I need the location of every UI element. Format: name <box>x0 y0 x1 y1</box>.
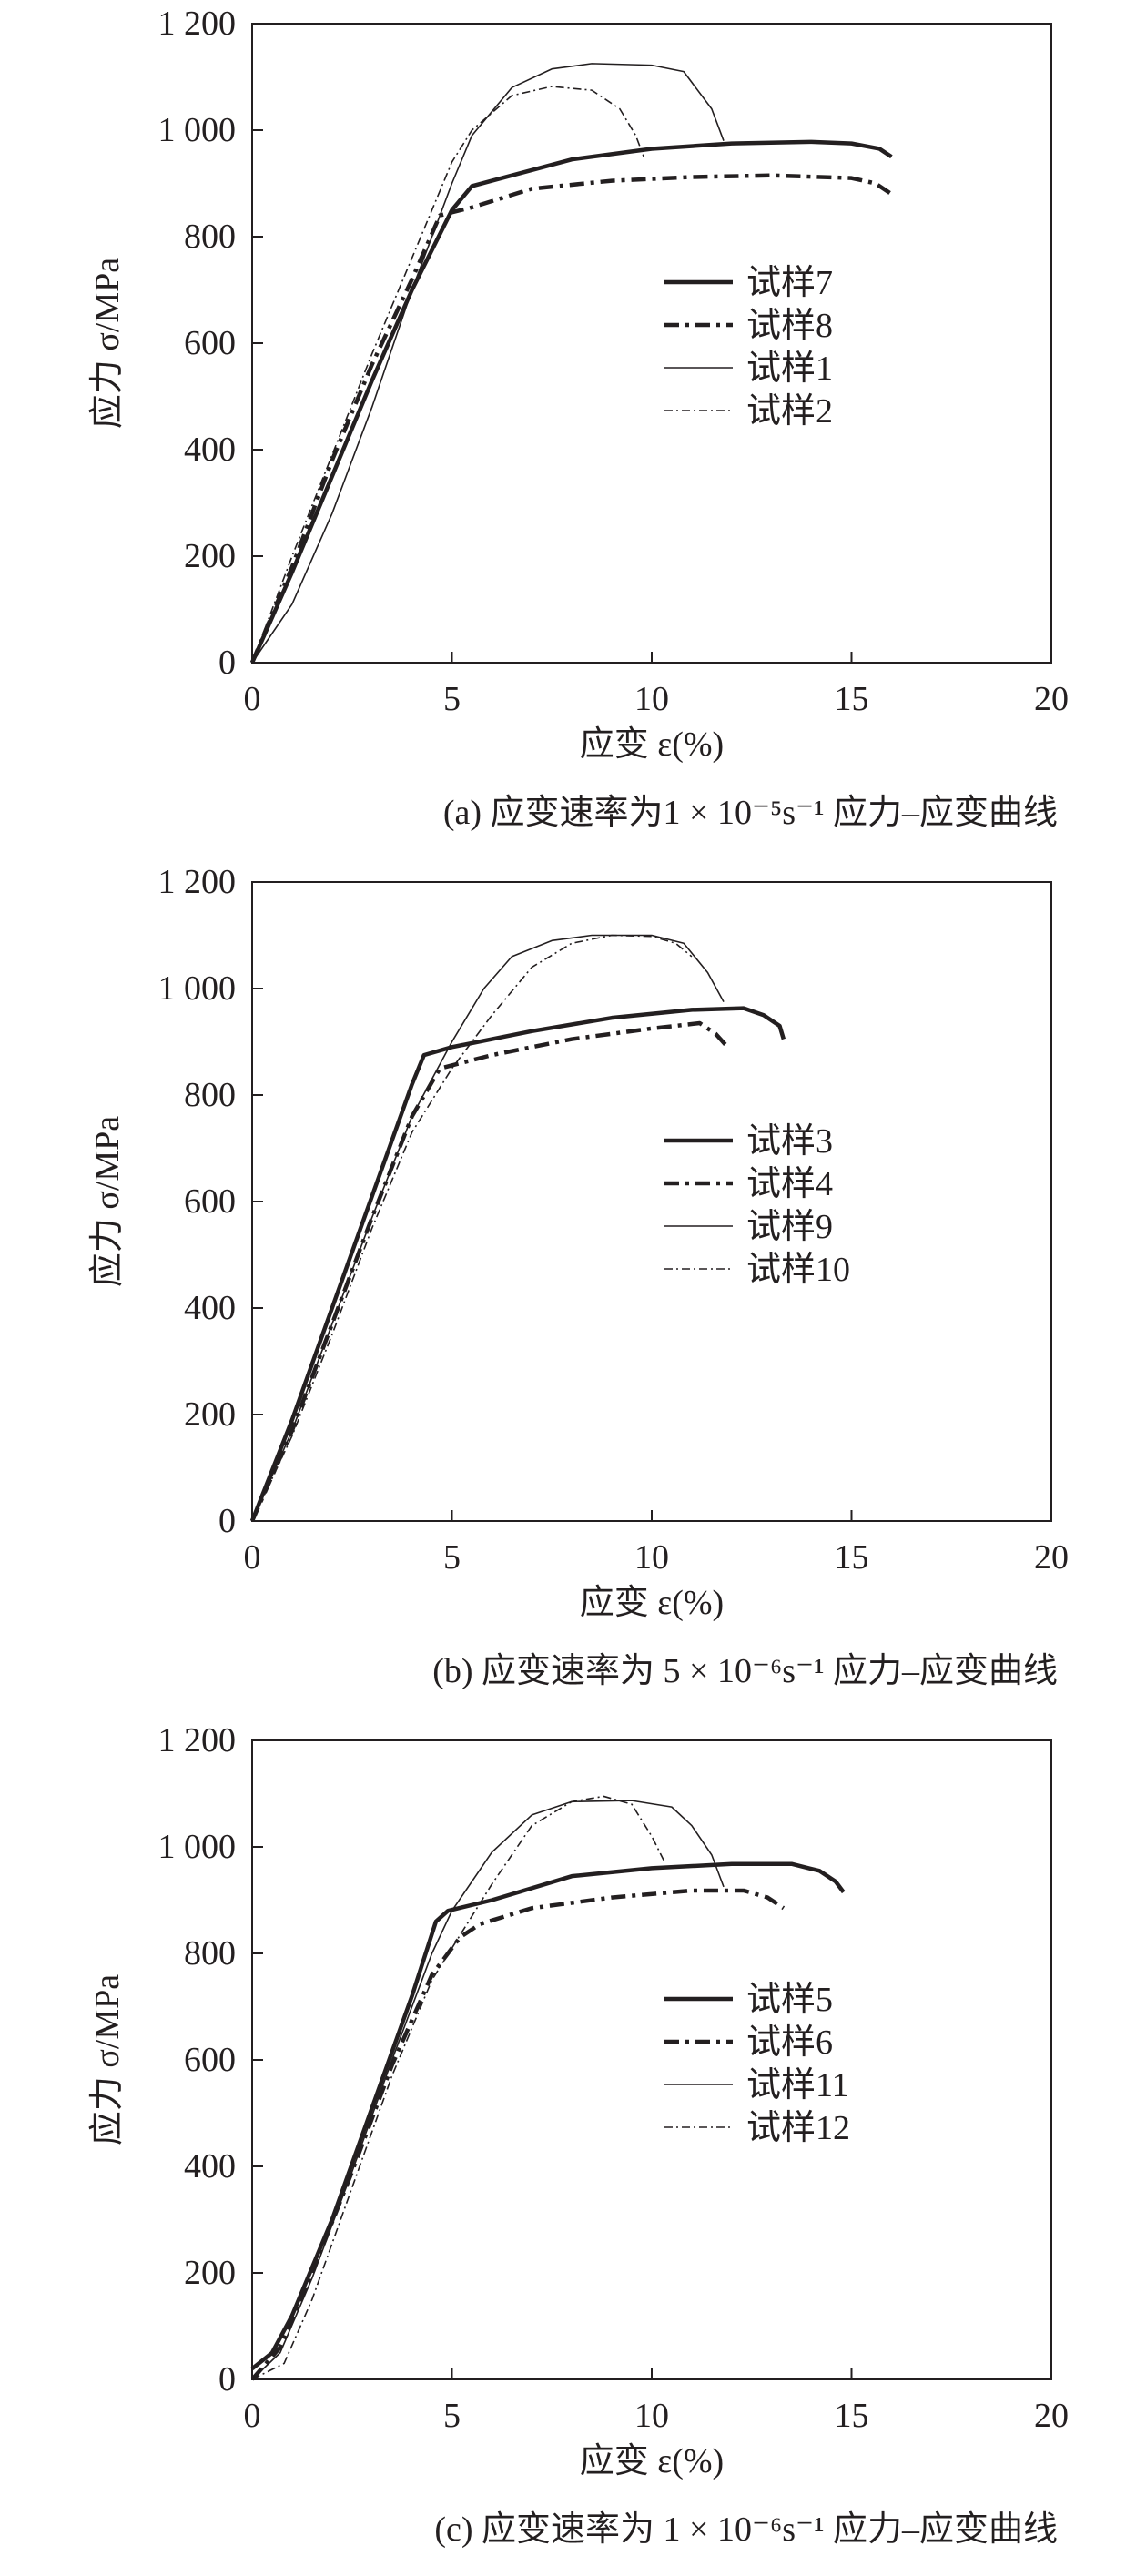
series-line-试样8 <box>249 173 893 664</box>
legend-label: 试样5 <box>746 1981 833 2019</box>
series-line-试样2 <box>251 86 644 664</box>
y-tick-label: 0 <box>218 2360 236 2399</box>
panel-c: 0 5 10 15 20 0 200 400 600 800 1 000 1 200 应变 ε(%) 应力… <box>0 1717 1146 2575</box>
y-tick-label: 800 <box>184 1934 236 1973</box>
y-tick-label: 400 <box>184 2147 236 2186</box>
legend-label: 试样4 <box>746 1165 833 1203</box>
x-tick-label: 10 <box>634 680 669 718</box>
x-tick-label: 15 <box>835 2397 869 2435</box>
series-line-试样12 <box>251 1795 664 2380</box>
x-tick-label: 5 <box>443 1538 461 1577</box>
y-tick-label: 1 200 <box>158 1721 237 1760</box>
series-line-试样11 <box>251 1800 725 2380</box>
figure-caption: (b) 应变速率为 5 × 10⁻⁶s⁻¹ 应力–应变曲线 <box>432 1652 1058 1690</box>
panel-b: 0 5 10 15 20 0 200 400 600 800 1 000 1 200 应变 ε(%) 应力… <box>0 858 1146 1717</box>
y-tick-label: 200 <box>184 2254 236 2292</box>
x-axis-label: 应变 ε(%) <box>580 1584 724 1622</box>
y-tick-label: 800 <box>184 1076 236 1114</box>
y-tick-label: 1 200 <box>158 863 237 901</box>
legend-label: 试样1 <box>746 350 833 388</box>
y-tick-label: 200 <box>184 537 236 575</box>
y-tick-label: 0 <box>218 1502 236 1540</box>
y-tick-label: 1 000 <box>158 969 237 1008</box>
x-tick-label: 20 <box>1034 2397 1069 2435</box>
series-line-试样3 <box>249 1006 786 1522</box>
legend-label: 试样12 <box>746 2109 850 2147</box>
x-tick-label: 5 <box>443 2397 461 2435</box>
series-line-试样10 <box>251 934 693 1522</box>
x-tick-label: 0 <box>244 1538 261 1577</box>
plot-frame <box>251 23 1052 664</box>
x-tick-label: 10 <box>634 1538 669 1577</box>
x-axis-label: 应变 ε(%) <box>580 2442 724 2480</box>
y-tick-label: 400 <box>184 1289 236 1327</box>
x-tick-label: 0 <box>244 2397 261 2435</box>
series-line-试样6 <box>250 1888 786 2381</box>
x-tick-label: 20 <box>1034 680 1069 718</box>
y-tick-label: 800 <box>184 218 236 256</box>
y-tick-label: 600 <box>184 1182 236 1221</box>
y-tick-label: 600 <box>184 2041 236 2079</box>
series-line-试样4 <box>249 1020 730 1522</box>
series-line-试样9 <box>251 934 725 1522</box>
y-tick-label: 200 <box>184 1395 236 1434</box>
panel-a: 0 5 10 15 20 0 200 400 600 800 1 000 1 200 应变 ε(%) 应力… <box>0 0 1146 858</box>
figure-caption: (c) 应变速率为 1 × 10⁻⁶s⁻¹ 应力–应变曲线 <box>434 2510 1058 2549</box>
y-tick-label: 1 000 <box>158 1828 237 1866</box>
plot-frame <box>251 1739 1052 2380</box>
y-axis-label: 应力 σ/MPa <box>88 1974 127 2145</box>
x-tick-label: 10 <box>634 2397 669 2435</box>
legend-label: 试样10 <box>746 1251 850 1289</box>
legend-label: 试样11 <box>746 2066 849 2104</box>
legend-label: 试样8 <box>746 307 833 345</box>
x-tick-label: 15 <box>835 680 869 718</box>
x-tick-label: 15 <box>835 1538 869 1577</box>
x-tick-label: 20 <box>1034 1538 1069 1577</box>
series-line-试样1 <box>251 63 725 664</box>
y-tick-label: 1 200 <box>158 5 237 43</box>
y-axis-label: 应力 σ/MPa <box>88 258 127 429</box>
y-tick-label: 600 <box>184 324 236 362</box>
y-axis-label: 应力 σ/MPa <box>88 1116 127 1287</box>
figure-caption: (a) 应变速率为1 × 10⁻⁵s⁻¹ 应力–应变曲线 <box>443 794 1058 832</box>
legend-label: 试样3 <box>746 1122 833 1161</box>
y-tick-label: 1 000 <box>158 111 237 149</box>
x-axis-label: 应变 ε(%) <box>580 725 724 764</box>
legend-label: 试样7 <box>746 264 833 302</box>
y-tick-label: 400 <box>184 431 236 469</box>
legend-label: 试样9 <box>746 1208 833 1246</box>
x-tick-label: 5 <box>443 680 461 718</box>
legend-label: 试样2 <box>746 392 833 431</box>
series-line-试样7 <box>249 139 893 664</box>
x-tick-label: 0 <box>244 680 261 718</box>
legend-label: 试样6 <box>746 2023 833 2062</box>
y-tick-label: 0 <box>218 644 236 682</box>
